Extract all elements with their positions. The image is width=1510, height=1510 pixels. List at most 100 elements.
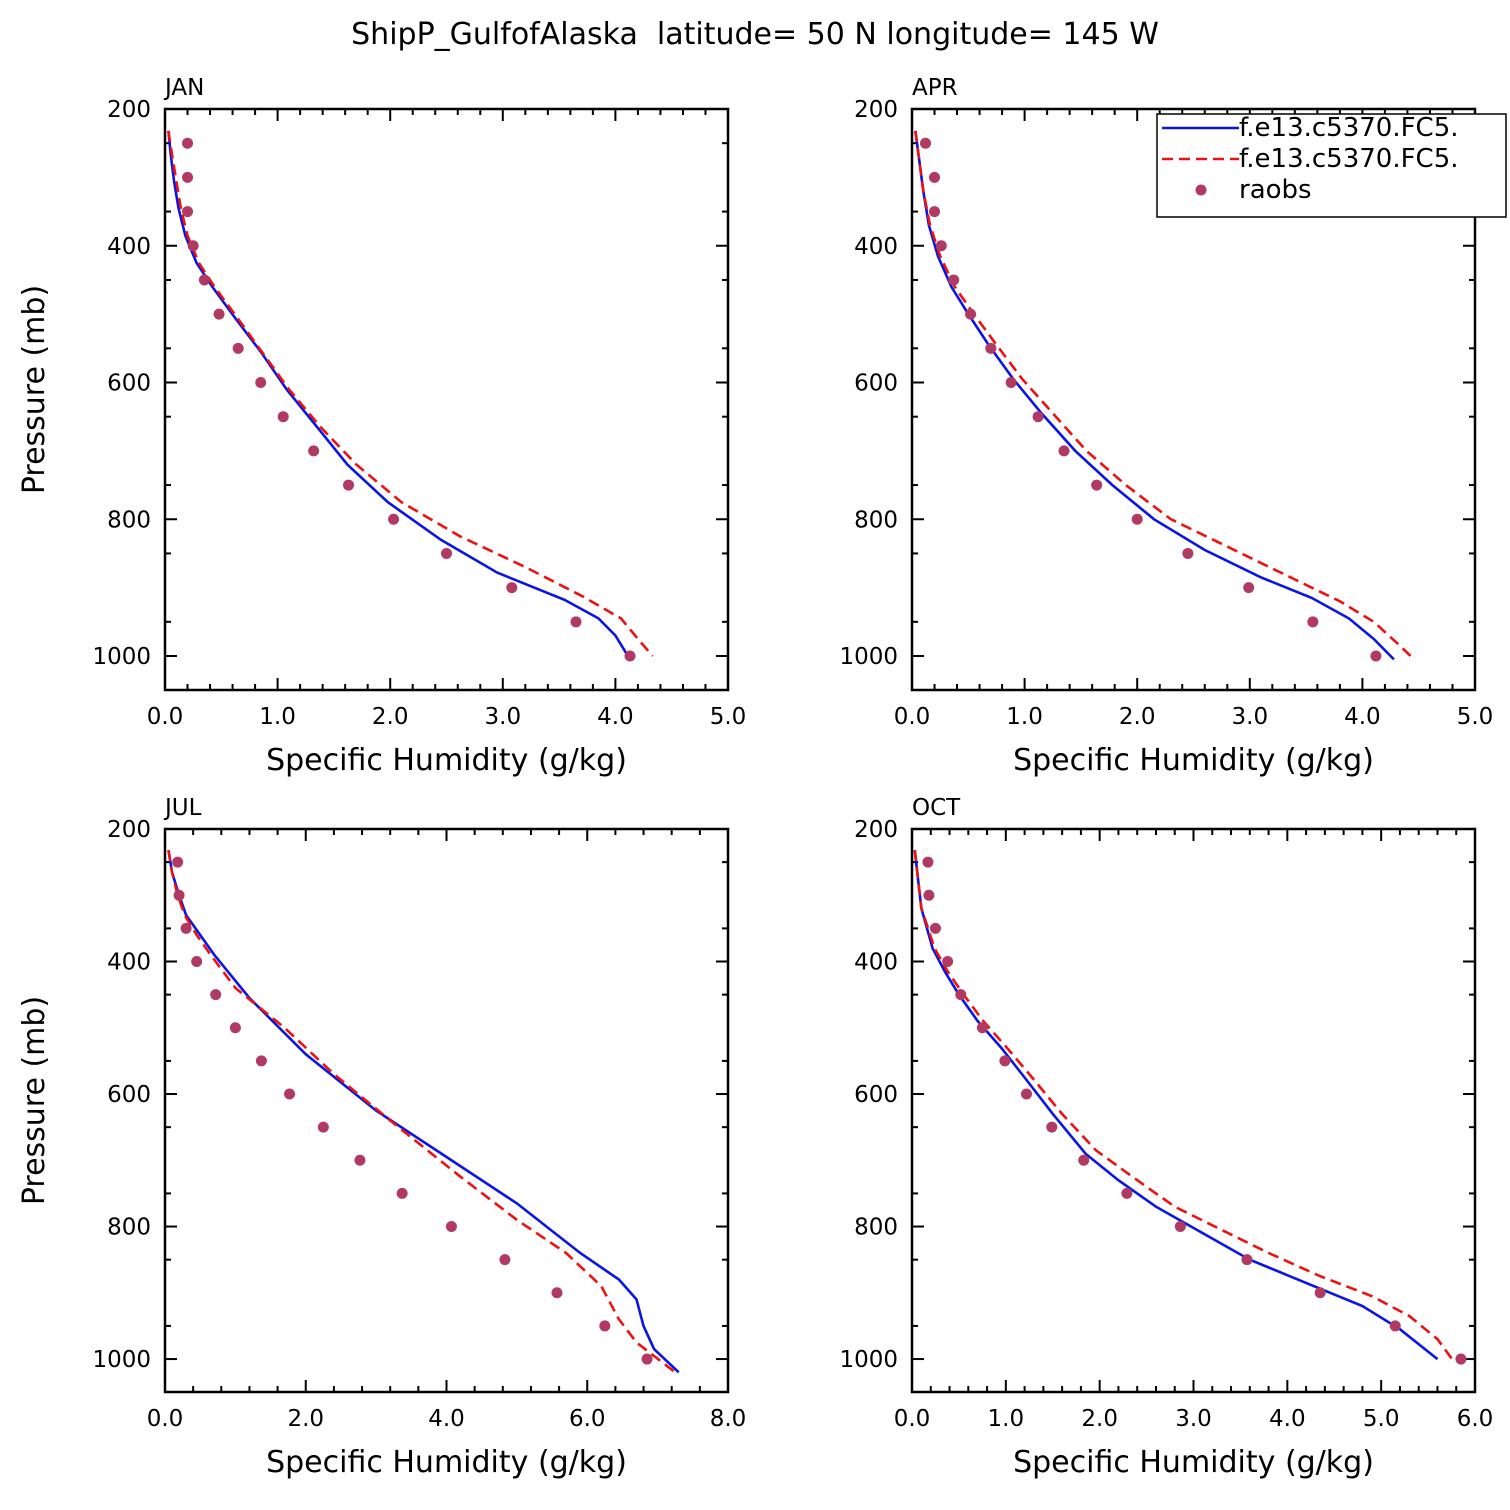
panel-apr: APR 0.0 1.0 2.0 3.0 4.0 5.0 200 400 600 800 1000 Spe… (839, 75, 1493, 778)
obs-point (570, 616, 582, 628)
y-tick-label: 800 (854, 507, 898, 533)
panel-oct: OCT 0.0 1.0 2.0 3.0 4.0 5.0 6.0 200 400 600 800 1000… (839, 795, 1493, 1480)
x-tick-label: 4.0 (428, 1406, 465, 1432)
x-tick-label: 2.0 (1119, 704, 1156, 730)
model2-line (914, 130, 1416, 661)
obs-point (920, 137, 932, 149)
x-tick-label: 1.0 (988, 1406, 1025, 1432)
obs-point (388, 513, 400, 525)
x-tick-label: 0.0 (894, 704, 931, 730)
y-tick-label: 1000 (92, 644, 151, 670)
obs-point (499, 1254, 511, 1266)
obs-point (929, 206, 941, 218)
obs-point (191, 956, 203, 968)
obs-point (999, 1055, 1011, 1067)
panel-label: JAN (163, 75, 204, 101)
plot-frame (910, 827, 1477, 1394)
x-axis-label: Specific Humidity (g/kg) (266, 1445, 627, 1480)
plot-frame (163, 827, 730, 1394)
y-tick-label: 400 (854, 234, 898, 260)
obs-point (187, 240, 199, 252)
model2-line (167, 849, 676, 1374)
x-tick-label: 0.0 (147, 1406, 184, 1432)
y-axis-label: Pressure (mb) (17, 285, 52, 494)
obs-point (255, 1055, 267, 1067)
obs-point (1078, 1154, 1090, 1166)
y-tick-label: 600 (854, 371, 898, 397)
obs-point (317, 1121, 329, 1133)
obs-point (182, 206, 194, 218)
obs-point (624, 650, 636, 662)
y-tick-label: 800 (854, 1215, 898, 1241)
y-tick-label: 200 (107, 97, 151, 123)
obs-point (641, 1353, 653, 1365)
legend-box (1156, 113, 1507, 218)
obs-point (213, 308, 225, 320)
y-tick-label: 800 (107, 507, 151, 533)
obs-point (1121, 1187, 1133, 1199)
obs-point (1046, 1121, 1058, 1133)
obs-point (198, 274, 210, 286)
x-tick-label: 2.0 (372, 704, 409, 730)
x-tick-label: 2.0 (287, 1406, 324, 1432)
obs-point (255, 377, 267, 388)
legend-entry: f.e13.c5370.FC5. (1239, 113, 1459, 143)
model2-line (167, 130, 654, 657)
x-axis-label: Specific Humidity (g/kg) (1013, 743, 1374, 778)
x-tick-label: 0.0 (147, 704, 184, 730)
y-tick-label: 200 (854, 97, 898, 123)
obs-point (232, 342, 244, 354)
obs-point (1241, 1254, 1253, 1266)
x-tick-label: 8.0 (710, 1406, 747, 1432)
obs-point (965, 308, 977, 320)
legend: f.e13.c5370.FC5.f.e13.c5370.FC5.raobs (1156, 113, 1507, 218)
y-tick-label: 1000 (92, 1347, 151, 1373)
obs-point (922, 856, 934, 868)
obs-point (929, 171, 941, 183)
panel-jan: JAN 0.0 1.0 2.0 3.0 4.0 5.0 200 400 600 800 1000 Spe… (17, 75, 746, 778)
obs-point (441, 547, 452, 559)
panels: JAN 0.0 1.0 2.0 3.0 4.0 5.0 200 400 600 800 1000 Spe… (17, 75, 1493, 1480)
y-tick-label: 1000 (839, 1347, 898, 1373)
obs-point (985, 342, 997, 354)
y-tick-label: 400 (107, 234, 151, 260)
obs-point (942, 956, 954, 968)
chart-title: ShipP_GulfofAlaska latitude= 50 N longit… (351, 17, 1159, 52)
obs-point (923, 889, 935, 901)
plot-frame (910, 107, 1477, 692)
y-tick-label: 600 (107, 1082, 151, 1108)
x-tick-label: 3.0 (1232, 704, 1269, 730)
x-tick-label: 4.0 (1269, 1406, 1306, 1432)
y-tick-label: 400 (854, 950, 898, 976)
obs-point (210, 989, 222, 1001)
model1-line (913, 850, 1439, 1361)
obs-point (551, 1287, 563, 1299)
model1-line (167, 849, 680, 1374)
x-tick-label: 5.0 (1457, 704, 1494, 730)
obs-point (1032, 411, 1044, 423)
x-tick-label: 4.0 (597, 704, 634, 730)
x-tick-label: 3.0 (485, 704, 522, 730)
y-tick-label: 200 (854, 817, 898, 843)
panel-label: OCT (912, 795, 961, 821)
y-tick-label: 400 (107, 950, 151, 976)
x-tick-label: 0.0 (894, 1406, 931, 1432)
obs-point (277, 411, 289, 423)
obs-point (1005, 377, 1017, 388)
y-tick-label: 200 (107, 817, 151, 843)
x-tick-label: 4.0 (1344, 704, 1381, 730)
plot-frame (163, 107, 730, 692)
x-axis-label: Specific Humidity (g/kg) (1013, 1445, 1374, 1480)
obs-point (1058, 445, 1070, 457)
model1-line (167, 130, 632, 661)
obs-point (955, 989, 967, 1001)
obs-point (396, 1187, 408, 1199)
x-axis-label: Specific Humidity (g/kg) (266, 743, 627, 778)
obs-point (284, 1088, 296, 1100)
obs-point (1314, 1287, 1326, 1299)
obs-point (948, 274, 960, 286)
obs-point (1131, 513, 1143, 525)
obs-point (1243, 582, 1255, 594)
y-tick-label: 600 (854, 1082, 898, 1108)
